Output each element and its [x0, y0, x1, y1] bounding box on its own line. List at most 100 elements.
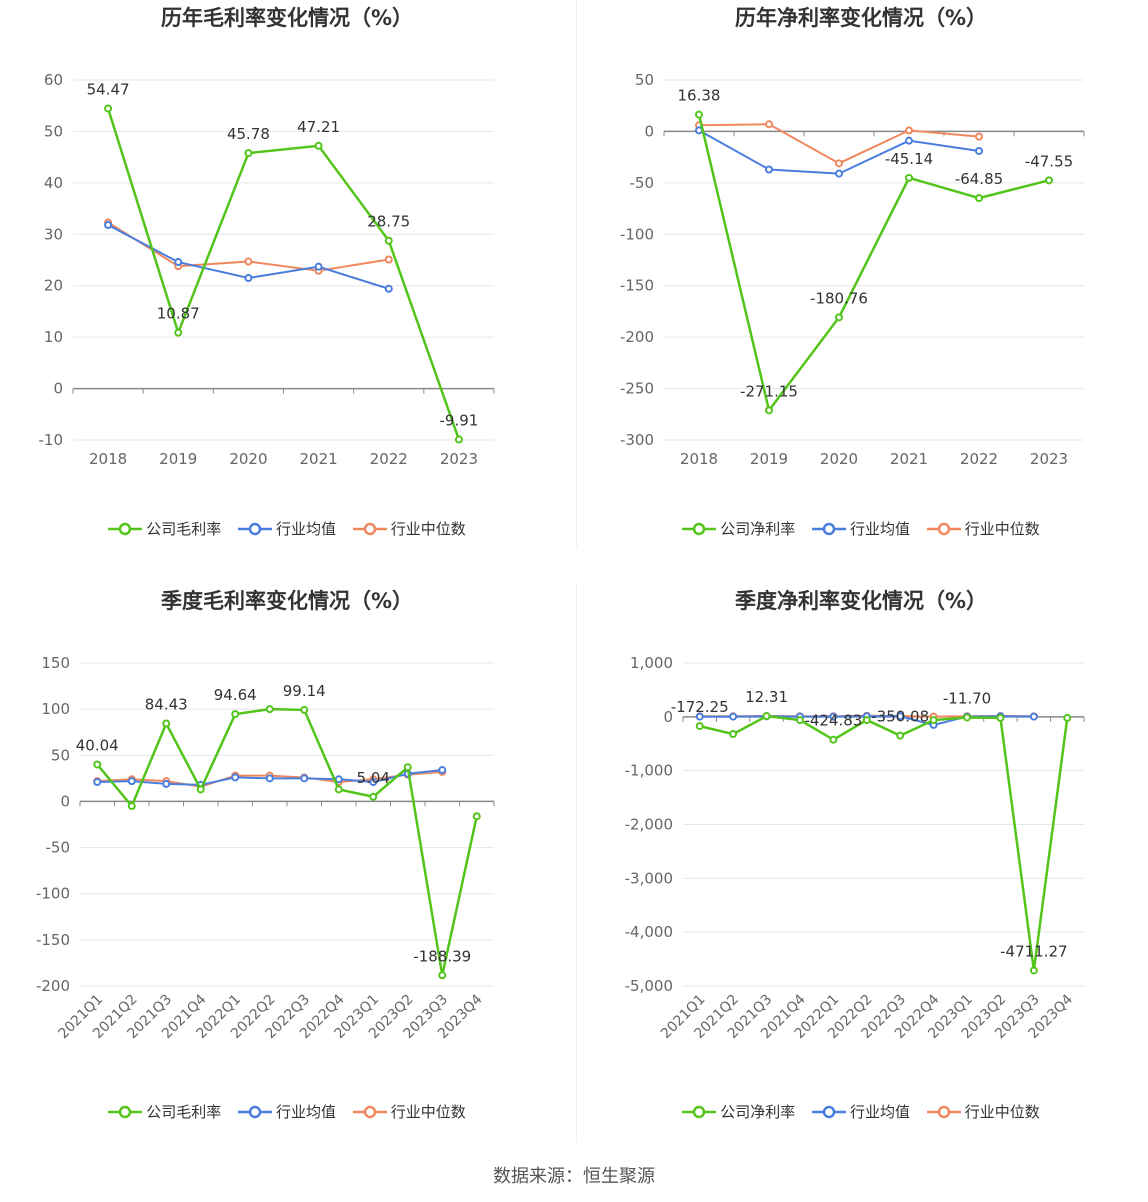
legend-item-avg[interactable]: 行业均值: [237, 518, 336, 539]
data-point[interactable]: [835, 169, 843, 178]
data-point[interactable]: [93, 778, 102, 787]
data-point[interactable]: [905, 136, 913, 145]
data-point[interactable]: [231, 773, 240, 782]
data-point[interactable]: [765, 120, 773, 129]
legend-label-median: 行业中位数: [964, 520, 1040, 538]
data-point[interactable]: [300, 705, 309, 714]
legend-item-avg[interactable]: 行业均值: [237, 1101, 336, 1122]
y-tick-label: 60: [44, 71, 63, 89]
y-tick-label: -150: [36, 931, 70, 949]
data-point[interactable]: [695, 722, 704, 731]
data-point[interactable]: [265, 774, 274, 783]
data-point[interactable]: [438, 971, 447, 980]
chart-title: 历年净利率变化情况（%）: [734, 6, 988, 30]
data-point[interactable]: [127, 802, 136, 811]
data-point[interactable]: [1045, 176, 1053, 185]
data-point[interactable]: [384, 284, 393, 293]
data-point[interactable]: [384, 255, 393, 264]
data-point[interactable]: [93, 760, 102, 769]
x-tick-label: 2019: [159, 450, 197, 468]
data-point[interactable]: [403, 763, 412, 772]
data-point[interactable]: [196, 785, 205, 794]
data-point[interactable]: [384, 236, 393, 245]
y-tick-label: -1,000: [625, 762, 673, 780]
data-point[interactable]: [104, 221, 113, 230]
data-point[interactable]: [795, 716, 804, 725]
y-tick-label: -200: [36, 977, 70, 995]
data-point[interactable]: [896, 731, 905, 740]
legend-item-median[interactable]: 行业中位数: [352, 518, 466, 539]
data-point[interactable]: [835, 313, 843, 322]
legend-item-avg[interactable]: 行业均值: [811, 518, 910, 539]
data-point[interactable]: [314, 262, 323, 271]
data-point[interactable]: [334, 775, 343, 784]
data-point[interactable]: [905, 173, 913, 182]
x-tick-label: 2023: [440, 450, 478, 468]
data-point[interactable]: [729, 712, 738, 721]
legend-item-company[interactable]: 公司净利率: [682, 518, 795, 539]
data-point[interactable]: [762, 712, 771, 721]
data-point[interactable]: [1029, 712, 1038, 721]
data-point[interactable]: [765, 165, 773, 174]
chart-legend: 公司净利率 行业均值 行业中位数: [574, 1101, 1148, 1122]
company-series-line: [106, 108, 461, 440]
y-tick-label: 150: [41, 654, 70, 672]
data-point[interactable]: [996, 713, 1005, 722]
data-point[interactable]: [334, 785, 343, 794]
data-point[interactable]: [975, 132, 983, 141]
data-point[interactable]: [369, 778, 378, 787]
data-point[interactable]: [729, 730, 738, 739]
data-point[interactable]: [244, 149, 253, 158]
data-point[interactable]: [231, 710, 240, 719]
legend-item-median[interactable]: 行业中位数: [352, 1101, 466, 1122]
legend-item-avg[interactable]: 行业均值: [811, 1101, 910, 1122]
y-tick-label: 1,000: [630, 654, 673, 672]
data-point[interactable]: [174, 258, 183, 267]
avg-series: [104, 221, 393, 293]
data-point[interactable]: [162, 719, 171, 728]
panel-divider-top: [576, 0, 577, 548]
data-point[interactable]: [454, 435, 463, 444]
data-point[interactable]: [1029, 966, 1038, 975]
data-point[interactable]: [369, 792, 378, 801]
data-point[interactable]: [963, 713, 972, 722]
x-tick-label: 2018: [680, 450, 718, 468]
chart-title: 季度毛利率变化情况（%）: [160, 589, 414, 613]
data-point[interactable]: [896, 712, 905, 721]
data-point[interactable]: [975, 146, 983, 155]
legend-item-median[interactable]: 行业中位数: [926, 1101, 1040, 1122]
data-point[interactable]: [472, 812, 481, 821]
legend-item-company[interactable]: 公司毛利率: [108, 518, 221, 539]
data-label: 84.43: [145, 696, 188, 714]
y-tick-label: -50: [46, 839, 71, 857]
legend-item-company[interactable]: 公司毛利率: [108, 1101, 221, 1122]
data-point[interactable]: [104, 104, 113, 113]
legend-item-company[interactable]: 公司净利率: [682, 1101, 795, 1122]
data-label: 40.04: [76, 736, 119, 754]
data-point[interactable]: [1063, 713, 1072, 722]
data-point[interactable]: [905, 126, 913, 135]
data-point[interactable]: [244, 257, 253, 266]
data-point[interactable]: [438, 766, 447, 775]
data-point[interactable]: [314, 141, 323, 150]
y-tick-label: 30: [44, 225, 63, 243]
legend-company-marker-icon: [682, 1105, 717, 1118]
data-point[interactable]: [829, 712, 838, 721]
data-point[interactable]: [162, 779, 171, 788]
data-point[interactable]: [265, 705, 274, 714]
legend-item-median[interactable]: 行业中位数: [926, 518, 1040, 539]
data-point[interactable]: [829, 735, 838, 744]
data-point[interactable]: [300, 774, 309, 783]
data-point[interactable]: [835, 159, 843, 168]
data-point[interactable]: [174, 328, 183, 337]
data-point[interactable]: [862, 716, 871, 725]
data-point[interactable]: [244, 274, 253, 282]
data-point[interactable]: [127, 777, 136, 786]
data-point[interactable]: [765, 406, 773, 415]
chart-legend: 公司毛利率 行业均值 行业中位数: [0, 1101, 574, 1122]
data-point[interactable]: [975, 194, 983, 203]
data-point[interactable]: [695, 110, 703, 119]
y-tick-label: -300: [620, 431, 654, 449]
data-point[interactable]: [695, 712, 704, 721]
data-point[interactable]: [929, 716, 938, 725]
